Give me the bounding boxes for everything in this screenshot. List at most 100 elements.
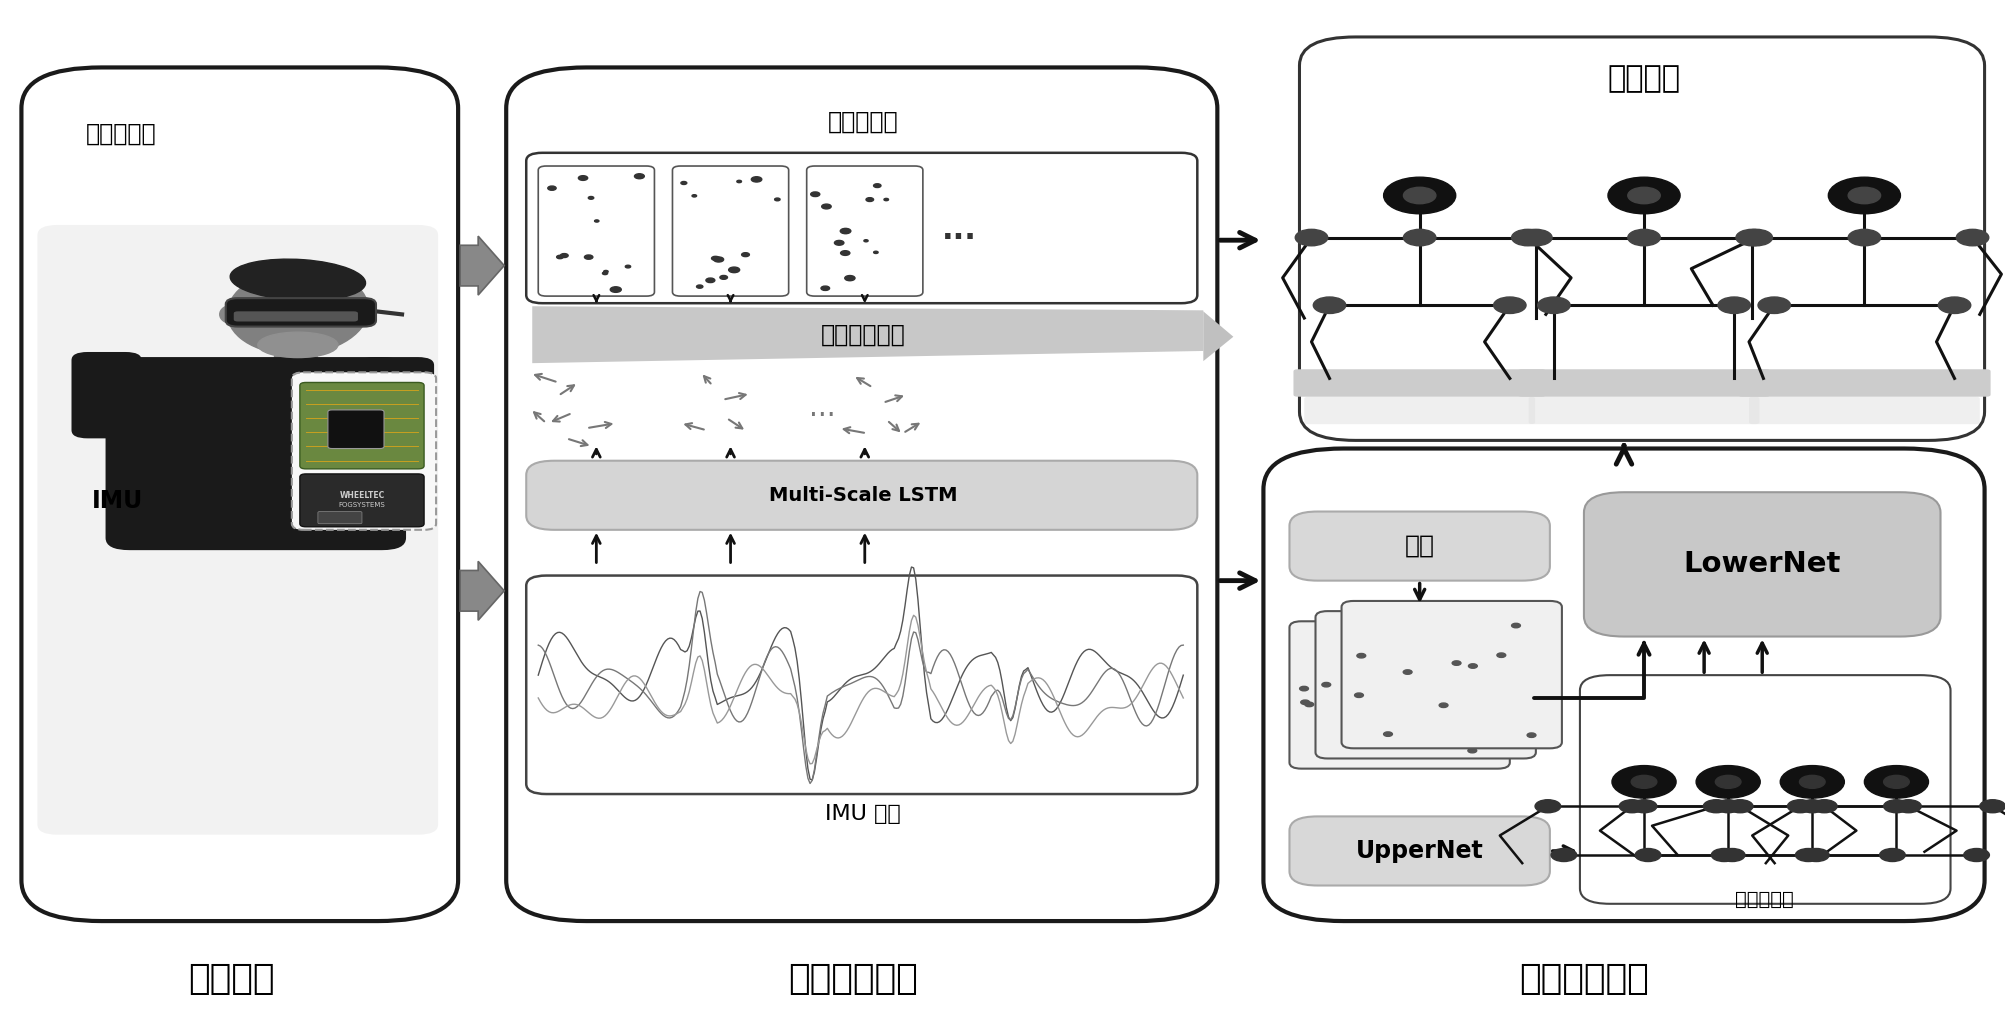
- Circle shape: [820, 286, 830, 290]
- FancyArrow shape: [459, 561, 503, 621]
- Text: UpperNet: UpperNet: [1355, 839, 1484, 863]
- Circle shape: [1349, 693, 1359, 697]
- Circle shape: [1895, 800, 1921, 813]
- Text: IMU: IMU: [92, 489, 142, 514]
- Circle shape: [1794, 849, 1821, 861]
- Circle shape: [742, 253, 750, 257]
- Circle shape: [1442, 651, 1450, 655]
- Circle shape: [1452, 661, 1460, 665]
- Circle shape: [692, 195, 696, 197]
- FancyBboxPatch shape: [1289, 512, 1550, 581]
- Circle shape: [1716, 297, 1750, 314]
- Circle shape: [1798, 775, 1825, 789]
- Circle shape: [1827, 177, 1899, 214]
- Circle shape: [604, 270, 608, 273]
- Circle shape: [1319, 734, 1327, 738]
- Circle shape: [696, 285, 702, 288]
- Circle shape: [1847, 229, 1879, 246]
- Circle shape: [866, 198, 872, 202]
- Circle shape: [1494, 297, 1526, 314]
- FancyArrow shape: [459, 236, 503, 296]
- Ellipse shape: [221, 306, 245, 323]
- Circle shape: [1418, 723, 1428, 729]
- Circle shape: [593, 220, 599, 222]
- Circle shape: [1399, 666, 1408, 671]
- Text: 毫米波雷达: 毫米波雷达: [86, 121, 156, 146]
- Circle shape: [1424, 682, 1432, 687]
- Circle shape: [1963, 849, 1989, 861]
- Circle shape: [1404, 229, 1436, 246]
- Circle shape: [1630, 775, 1656, 789]
- Circle shape: [602, 272, 608, 275]
- Circle shape: [1630, 800, 1656, 813]
- FancyBboxPatch shape: [38, 225, 437, 835]
- Circle shape: [1303, 702, 1313, 706]
- Circle shape: [720, 275, 728, 279]
- Circle shape: [1702, 800, 1728, 813]
- Circle shape: [547, 186, 555, 191]
- Circle shape: [822, 204, 830, 209]
- Text: 上半身姿态: 上半身姿态: [1734, 891, 1792, 909]
- FancyBboxPatch shape: [1293, 369, 1546, 396]
- Circle shape: [736, 180, 742, 182]
- Text: ...: ...: [940, 216, 976, 245]
- Circle shape: [1696, 765, 1758, 798]
- FancyBboxPatch shape: [227, 299, 375, 326]
- Circle shape: [583, 255, 593, 259]
- Circle shape: [1550, 849, 1576, 861]
- Text: 裁剪: 裁剪: [1404, 534, 1434, 558]
- Circle shape: [1534, 800, 1560, 813]
- Circle shape: [1404, 669, 1412, 675]
- Polygon shape: [1203, 312, 1233, 361]
- FancyBboxPatch shape: [106, 357, 405, 550]
- Circle shape: [810, 192, 820, 197]
- Ellipse shape: [227, 268, 369, 355]
- Circle shape: [1496, 653, 1506, 657]
- Circle shape: [1538, 297, 1570, 314]
- Circle shape: [680, 181, 686, 184]
- FancyBboxPatch shape: [357, 357, 433, 448]
- Circle shape: [1353, 693, 1363, 697]
- Circle shape: [706, 278, 714, 282]
- FancyBboxPatch shape: [1315, 611, 1536, 758]
- Circle shape: [559, 254, 567, 258]
- Circle shape: [1383, 177, 1456, 214]
- Text: 毫米波点云: 毫米波点云: [826, 109, 898, 133]
- Circle shape: [1512, 624, 1520, 628]
- Circle shape: [1464, 641, 1474, 646]
- Text: LowerNet: LowerNet: [1682, 550, 1841, 579]
- FancyBboxPatch shape: [1263, 448, 1983, 921]
- FancyBboxPatch shape: [72, 352, 142, 438]
- FancyBboxPatch shape: [1518, 369, 1768, 396]
- Circle shape: [1714, 800, 1740, 813]
- Circle shape: [1979, 800, 2005, 813]
- Circle shape: [610, 286, 622, 292]
- Circle shape: [1496, 655, 1504, 659]
- Text: 人体姿态估计: 人体姿态估计: [1518, 962, 1648, 996]
- FancyBboxPatch shape: [1528, 396, 1758, 424]
- Text: ...: ...: [808, 394, 836, 422]
- FancyBboxPatch shape: [1303, 396, 1534, 424]
- Circle shape: [1626, 187, 1660, 204]
- FancyBboxPatch shape: [1736, 369, 1989, 396]
- FancyBboxPatch shape: [317, 512, 361, 524]
- FancyBboxPatch shape: [806, 166, 922, 297]
- Ellipse shape: [231, 259, 365, 301]
- Circle shape: [1438, 703, 1448, 707]
- Circle shape: [1355, 653, 1365, 658]
- Circle shape: [1295, 229, 1327, 246]
- Circle shape: [626, 265, 630, 268]
- Circle shape: [1404, 187, 1436, 204]
- Circle shape: [587, 197, 593, 200]
- Circle shape: [1343, 705, 1353, 710]
- Text: Multi-Scale LSTM: Multi-Scale LSTM: [768, 486, 956, 504]
- Circle shape: [1458, 712, 1466, 716]
- Circle shape: [844, 275, 854, 280]
- FancyBboxPatch shape: [1584, 492, 1939, 637]
- FancyBboxPatch shape: [275, 323, 317, 361]
- Circle shape: [714, 257, 724, 262]
- Circle shape: [1520, 229, 1552, 246]
- Circle shape: [728, 267, 740, 273]
- Circle shape: [774, 198, 780, 201]
- Circle shape: [1626, 229, 1660, 246]
